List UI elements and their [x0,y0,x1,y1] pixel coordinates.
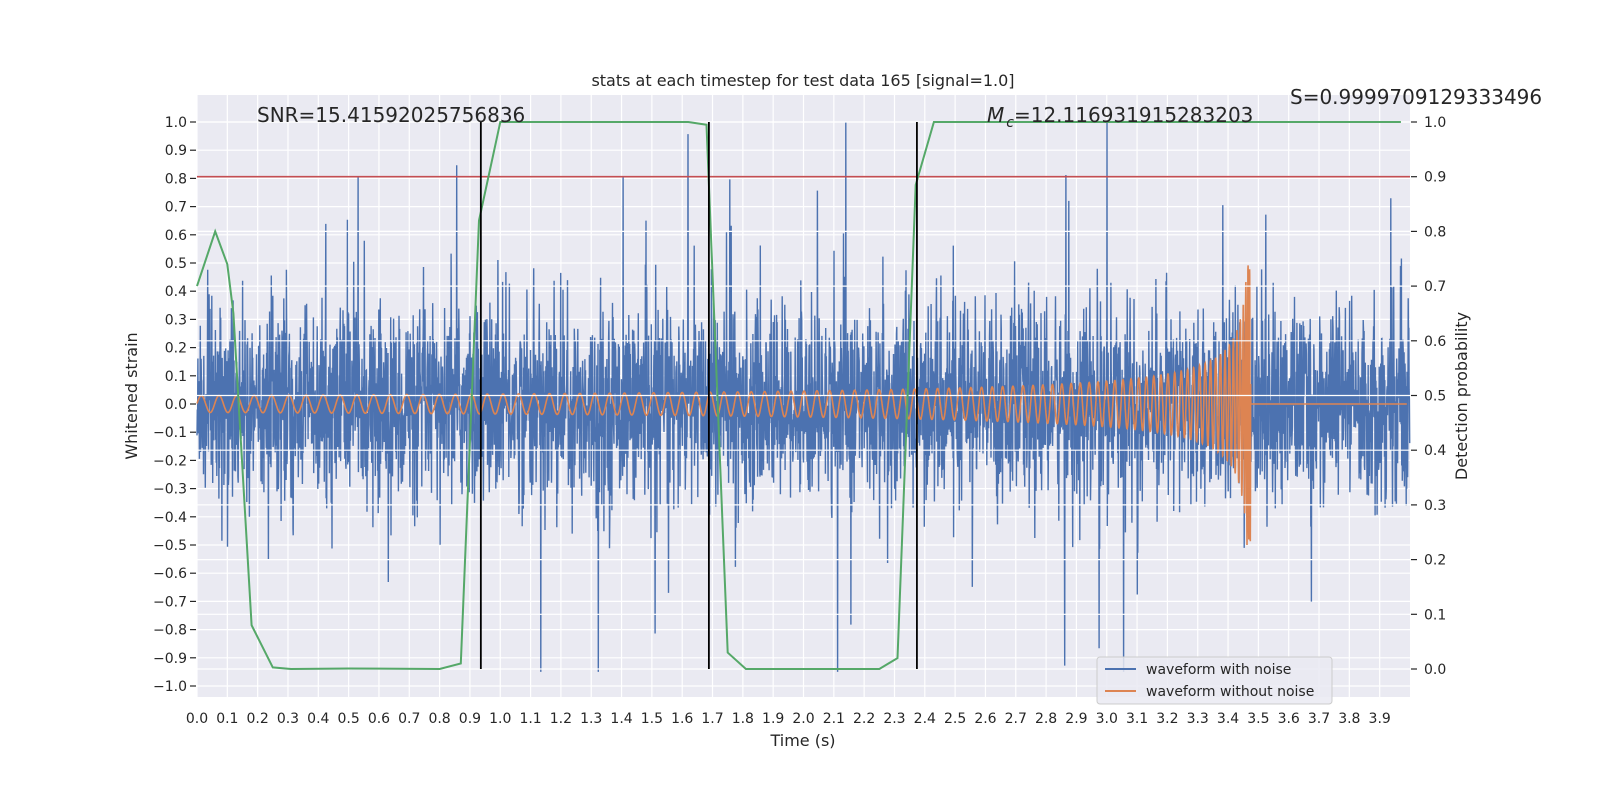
tick-label-y-left: −0.8 [153,623,187,639]
tick-label-x: 3.4 [1217,711,1239,727]
tick-label-x: 1.9 [762,711,784,727]
tick-label-y-left: −0.6 [153,566,187,582]
series-waveform-without-noise [196,265,1407,546]
y-axis-right-ticks: 1.0 0.9 0.8 0.7 0.6 0.5 0.4 0.3 0.2 0.1 0.0 [1411,115,1446,678]
tick-label-y-left: 0.8 [165,171,187,187]
tick-label-y-right: 0.7 [1424,279,1446,295]
tick-label-x: 3.8 [1338,711,1360,727]
tick-label-y-right: 0.8 [1424,224,1446,240]
tick-label-x: 0.4 [307,711,329,727]
tick-label-x: 3.6 [1278,711,1300,727]
tick-label-y-right: 0.4 [1424,443,1446,459]
y-axis-label: Whitened strain [122,332,141,459]
tick-label-x: 2.8 [1035,711,1057,727]
tick-label-y-left: 0.9 [165,143,187,159]
tick-label-x: 2.1 [823,711,845,727]
noise-line [196,121,1411,672]
legend: waveform with noise waveform without noi… [1096,656,1333,705]
tick-label-y-right: 0.1 [1424,607,1446,623]
tick-label-y-left: −0.9 [153,651,187,667]
tick-label-y-left: 0.4 [165,284,187,300]
tick-label-x: 3.7 [1308,711,1330,727]
tick-label-x: 2.0 [792,711,814,727]
tick-label-x: 1.8 [732,711,754,727]
tick-label-x: 0.2 [247,711,269,727]
tick-label-y-left: −0.3 [153,482,187,498]
y-axis-left-ticks: 1.0 0.9 0.8 0.7 0.6 0.5 0.4 0.3 0.2 0.1 0.0 −0.1 −0.… [153,115,196,695]
tick-label-x: 1.4 [610,711,632,727]
chirp-line [196,265,1407,546]
tick-label-y-left: 1.0 [165,115,187,131]
tick-label-x: 0.8 [428,711,450,727]
tick-label-y-left: 0.2 [165,341,187,357]
tick-label-x: 1.2 [550,711,572,727]
tick-label-y-left: −0.2 [153,453,187,469]
tick-label-x: 1.6 [671,711,693,727]
tick-label-x: 0.6 [368,711,390,727]
probability-line [196,121,1401,671]
chart-title: stats at each timestep for test data 165… [591,71,1014,90]
tick-label-y-left: 0.5 [165,256,187,272]
tick-label-y-right: 0.5 [1424,389,1446,405]
series-detection-probability [196,121,1401,671]
tick-label-y-left: −0.4 [153,510,187,526]
tick-label-x: 0.3 [277,711,299,727]
tick-label-y-right: 0.2 [1424,553,1446,569]
tick-label-x: 2.6 [974,711,996,727]
tick-label-x: 2.3 [883,711,905,727]
tick-label-x: 0.9 [459,711,481,727]
tick-label-x: 3.1 [1126,711,1148,727]
tick-label-x: 2.9 [1065,711,1087,727]
tick-label-x: 3.2 [1156,711,1178,727]
tick-label-x: 1.1 [519,711,541,727]
tick-label-x: 0.0 [186,711,208,727]
tick-label-y-right: 0.0 [1424,662,1446,678]
x-axis-ticks: 0.0 0.1 0.2 0.3 0.4 0.5 0.6 0.7 0.8 0.9 1.0 1.1 1.2 1… [186,711,1391,727]
tick-label-y-right: 1.0 [1424,115,1446,131]
tick-label-y-right: 0.9 [1424,170,1446,186]
tick-label-y-left: 0.3 [165,312,187,328]
snr-annotation: SNR=15.41592025756836 [257,103,525,127]
tick-label-y-right: 0.3 [1424,498,1446,514]
tick-label-x: 1.7 [701,711,723,727]
mc-value: =12.116931915283203 [1014,103,1253,127]
tick-label-y-left: −0.5 [153,538,187,554]
tick-label-x: 3.5 [1247,711,1269,727]
x-axis-label: Time (s) [769,731,835,750]
tick-label-y-left: 0.0 [165,397,187,413]
mc-subscript: c [1006,115,1014,131]
score-annotation: S=0.9999709129333496 [1290,85,1542,109]
detection-vlines [479,122,918,669]
tick-label-x: 2.7 [1005,711,1027,727]
tick-label-x: 2.4 [914,711,936,727]
tick-label-y-left: 0.7 [165,200,187,216]
legend-label-noise: waveform with noise [1146,662,1291,678]
legend-label-clean: waveform without noise [1146,684,1314,700]
tick-label-y-left: −0.1 [153,425,187,441]
tick-label-x: 3.9 [1369,711,1391,727]
tick-label-x: 1.3 [580,711,602,727]
tick-label-y-left: −0.7 [153,594,187,610]
tick-label-x: 3.3 [1187,711,1209,727]
tick-label-x: 1.0 [489,711,511,727]
tick-label-x: 0.7 [398,711,420,727]
tick-label-x: 3.0 [1096,711,1118,727]
tick-label-x: 2.5 [944,711,966,727]
y-axis-right-label: Detection probability [1452,312,1471,480]
tick-label-x: 0.1 [216,711,238,727]
tick-label-y-left: −1.0 [153,679,187,695]
tick-label-x: 2.2 [853,711,875,727]
tick-label-y-right: 0.6 [1424,334,1446,350]
tick-label-y-left: 0.6 [165,228,187,244]
tick-label-y-left: 0.1 [165,369,187,385]
tick-label-x: 1.5 [641,711,663,727]
series-waveform-with-noise [196,121,1411,672]
mc-symbol: M [987,103,1004,127]
tick-label-x: 0.5 [337,711,359,727]
